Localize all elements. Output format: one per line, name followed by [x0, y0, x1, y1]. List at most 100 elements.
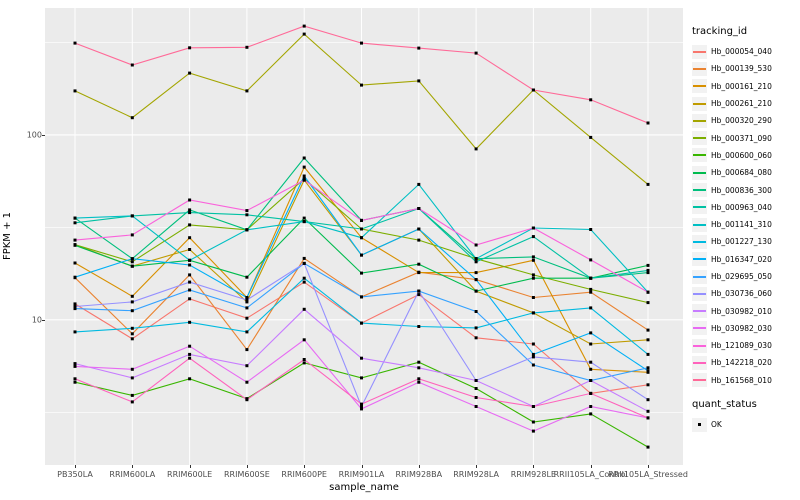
data-point-marker [646, 182, 650, 186]
legend-title-tracking-id: tracking_id [692, 26, 748, 37]
data-point-marker [73, 362, 77, 366]
data-point-marker [474, 387, 478, 390]
legend-color-line [693, 292, 706, 295]
data-point-marker [130, 400, 134, 404]
data-point-marker [646, 366, 650, 370]
data-point-marker [589, 135, 593, 139]
legend-key-swatch [692, 200, 707, 215]
legend-key-swatch [692, 165, 707, 180]
legend-key-swatch [692, 148, 707, 163]
black-square-marker-icon [698, 423, 701, 427]
legend-color-line [693, 102, 706, 105]
data-point-marker [360, 227, 363, 231]
data-point-marker [188, 297, 192, 301]
data-point-marker [474, 260, 478, 264]
legend-item-label: Hb_016347_020 [711, 254, 772, 264]
legend-color-line [693, 189, 706, 192]
data-point-marker [188, 280, 192, 284]
legend-color-line [693, 154, 706, 157]
legend-item-Hb_000161_210: Hb_000161_210 [692, 78, 798, 95]
legend-item-label: Hb_000600_060 [711, 150, 772, 160]
data-point-marker [302, 165, 306, 169]
data-point-marker [73, 377, 77, 381]
data-point-marker [245, 306, 249, 310]
x-tick-label: RRIM600LE [167, 470, 213, 479]
data-point-marker [130, 326, 134, 330]
data-point-marker [589, 306, 593, 310]
legend-item-Hb_000139_530: Hb_000139_530 [692, 60, 798, 77]
x-tick-label: RRIM928LA [453, 470, 499, 479]
data-point-marker [474, 289, 478, 293]
x-tick-mark [590, 465, 592, 468]
legend-color-line [693, 258, 706, 261]
data-point-marker [360, 83, 363, 87]
data-point-marker [130, 233, 134, 237]
legend-key-swatch [692, 131, 707, 146]
data-point-marker [589, 276, 593, 280]
legend-color-line [693, 50, 706, 53]
legend-color-line [693, 206, 706, 209]
x-tick-mark [304, 465, 306, 468]
data-point-marker [360, 402, 363, 406]
legend-color-line [693, 67, 706, 70]
data-point-marker [302, 256, 306, 260]
legend-color-line [693, 85, 706, 88]
data-point-marker [130, 214, 134, 218]
legend-color-line [693, 223, 706, 226]
legend-item-label: Hb_001141_310 [711, 220, 772, 230]
data-point-marker [360, 295, 363, 299]
x-tick-label: RRIM928LE [510, 470, 556, 479]
data-point-marker [73, 216, 77, 220]
legend-color-line [693, 344, 706, 347]
y-tick-label: 100 [26, 130, 42, 140]
data-point-marker [245, 213, 249, 217]
legend-item-Hb_000836_300: Hb_000836_300 [692, 181, 798, 198]
x-tick-mark [75, 465, 76, 468]
data-point-marker [531, 355, 535, 359]
legend-key-swatch [692, 234, 707, 249]
data-point-marker [646, 416, 650, 420]
data-point-marker [589, 342, 593, 346]
legend-color-line [693, 171, 706, 174]
legend-item-Hb_016347_020: Hb_016347_020 [692, 251, 798, 268]
data-point-marker [302, 156, 306, 160]
data-point-marker [130, 257, 134, 261]
legend-item-Hb_000963_040: Hb_000963_040 [692, 199, 798, 216]
x-tick-mark [648, 465, 649, 468]
data-point-marker [302, 307, 306, 311]
x-tick-mark [533, 465, 535, 468]
data-point-marker [73, 41, 77, 45]
legend-item-Hb_030982_030: Hb_030982_030 [692, 320, 798, 337]
data-point-marker [302, 32, 306, 36]
legend-item-label: Hb_121089_030 [711, 341, 772, 351]
data-point-marker [245, 316, 249, 320]
data-point-marker [73, 221, 77, 225]
data-point-marker [417, 377, 421, 381]
data-point-marker [73, 364, 77, 368]
data-point-marker [474, 51, 478, 55]
data-point-marker [73, 261, 77, 265]
data-point-marker [188, 352, 192, 356]
data-point-marker [360, 271, 363, 275]
data-point-marker [73, 307, 77, 311]
legend-color-line [693, 310, 706, 313]
data-point-marker [589, 379, 593, 382]
legend-item-label: Hb_000054_040 [711, 47, 772, 57]
legend-item-label: Hb_030982_010 [711, 306, 772, 316]
data-point-marker [130, 294, 134, 298]
data-point-marker [360, 407, 363, 411]
legend-key-swatch [692, 217, 707, 232]
legend-item-label: Hb_000320_290 [711, 116, 772, 126]
data-point-marker [474, 336, 478, 340]
legend-item-label: OK [711, 420, 722, 430]
data-point-marker [360, 376, 363, 380]
data-point-marker [245, 228, 249, 232]
x-axis-title: sample_name [329, 482, 399, 493]
data-point-marker [130, 116, 134, 120]
legend-item-label: Hb_000684_080 [711, 168, 772, 178]
data-point-marker [188, 356, 192, 360]
data-point-marker [646, 290, 650, 294]
data-point-marker [302, 361, 306, 365]
x-tick-label: RRIM928BA [395, 470, 443, 479]
